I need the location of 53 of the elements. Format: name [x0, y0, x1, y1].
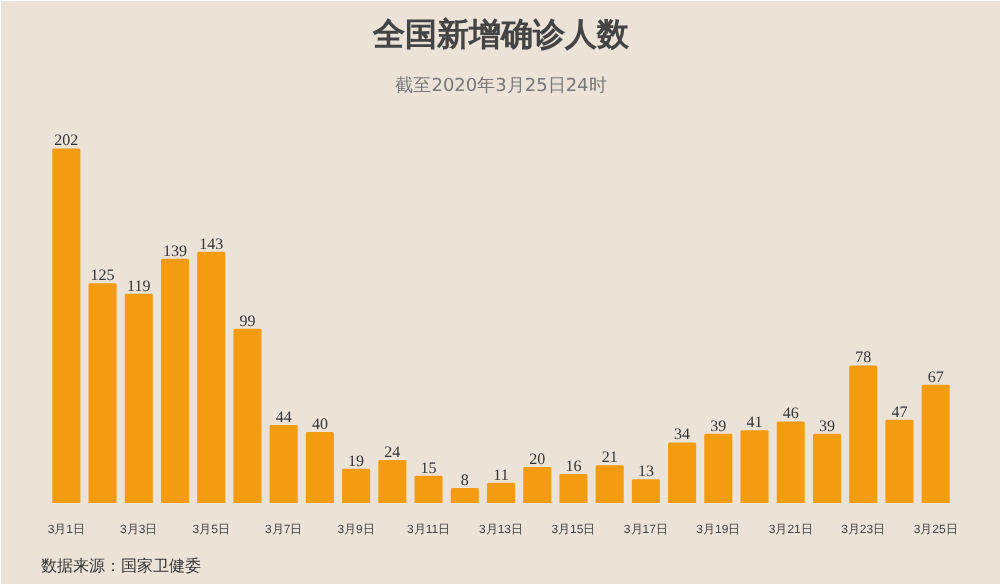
bar	[197, 251, 226, 503]
data-label: 34	[674, 425, 691, 444]
bar	[523, 466, 552, 503]
data-label: 39	[818, 416, 835, 435]
bar	[233, 328, 262, 503]
chart-title: 全国新增确诊人数	[371, 15, 631, 53]
bar	[776, 421, 805, 503]
data-label: 24	[384, 442, 401, 461]
bar	[160, 258, 190, 503]
data-label: 20	[529, 449, 546, 468]
bar	[559, 473, 588, 503]
data-label: 11	[493, 465, 509, 484]
data-label: 15	[420, 458, 437, 477]
bar	[668, 442, 697, 503]
data-label: 21	[601, 448, 618, 467]
data-label: 99	[239, 311, 256, 330]
data-label: 78	[855, 348, 872, 367]
data-label: 143	[199, 234, 224, 253]
bar	[450, 488, 479, 503]
bar	[595, 465, 624, 503]
data-label: 47	[891, 402, 908, 421]
bar	[342, 468, 371, 503]
data-label: 44	[275, 407, 292, 426]
data-label: 39	[710, 416, 727, 435]
bar	[921, 384, 950, 503]
data-label: 46	[782, 404, 799, 423]
bar	[885, 419, 914, 503]
data-label: 202	[54, 131, 79, 150]
bar	[305, 431, 334, 503]
bar	[631, 479, 660, 503]
data-label: 125	[90, 266, 115, 285]
data-label: 139	[163, 241, 188, 260]
data-label: 41	[746, 413, 763, 432]
data-label: 67	[927, 367, 944, 386]
chart-subtitle: 截至2020年3月25日24时	[395, 75, 607, 97]
data-label: 119	[127, 276, 151, 295]
bar	[88, 283, 117, 503]
bar	[812, 433, 842, 503]
bar	[378, 459, 407, 503]
data-label: 16	[565, 456, 582, 475]
bar	[269, 424, 298, 503]
data-label: 13	[637, 462, 654, 481]
bar	[414, 475, 443, 503]
bar	[704, 433, 733, 503]
bar	[740, 430, 769, 503]
bar	[52, 148, 81, 503]
data-label: 40	[311, 414, 328, 433]
bar	[486, 482, 516, 503]
data-label: 19	[348, 451, 365, 470]
bar	[849, 365, 878, 503]
data-label: 8	[460, 471, 469, 489]
source-note: 数据来源：国家卫健委	[41, 557, 201, 575]
bar	[124, 293, 153, 503]
